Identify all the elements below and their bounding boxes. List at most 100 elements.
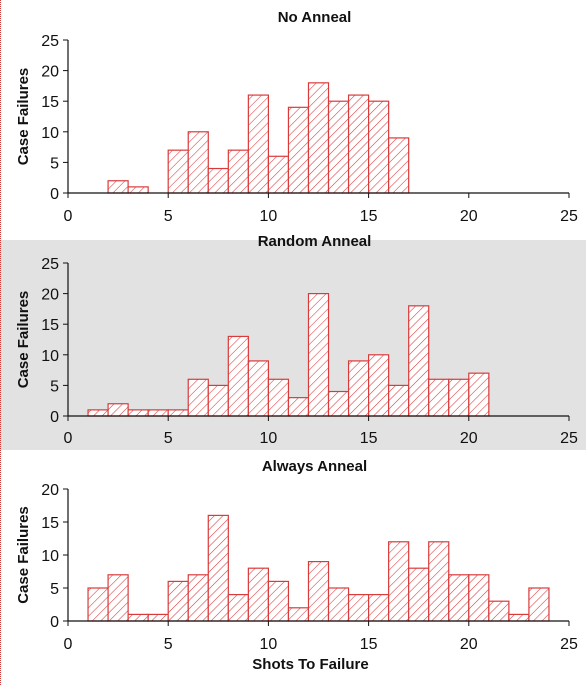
histogram-bar: [388, 384, 410, 417]
histogram-bar: [147, 409, 169, 417]
x-tick-label: 15: [360, 208, 378, 225]
y-tick-label: 15: [41, 317, 59, 334]
x-tick-label: 5: [164, 430, 173, 447]
histogram-bar: [167, 409, 189, 417]
histogram-bar: [227, 335, 249, 417]
x-axis-label: Shots To Failure: [252, 656, 368, 673]
histogram-bar: [207, 384, 229, 417]
histogram-bar: [127, 409, 149, 417]
x-tick-label: 20: [460, 636, 478, 653]
histogram-bar: [267, 378, 290, 417]
x-tick-label: 0: [64, 636, 73, 653]
panel-0: No Anneal Case Failures 0 5 10 15 20 25 0 5 10 15 20…: [0, 0, 586, 238]
histogram-bar: [107, 180, 129, 194]
histogram-bar: [147, 613, 169, 622]
histogram-bar: [87, 587, 109, 622]
y-tick-label: 5: [50, 378, 59, 395]
histogram-bar: [408, 305, 430, 417]
y-tick-label: 10: [41, 348, 59, 365]
x-tick-label: 15: [360, 636, 378, 653]
histogram-bar: [368, 593, 390, 622]
y-tick-label: 0: [50, 409, 59, 426]
x-tick-label: 25: [560, 208, 578, 225]
histogram-bar: [167, 580, 189, 622]
panel-2: Always Anneal Case Failures 0 5 10 15 20 0 5 10 15…: [0, 452, 586, 685]
histogram-bar: [267, 155, 290, 194]
panel-title: Always Anneal: [262, 458, 367, 475]
histogram-bar: [207, 514, 229, 622]
histogram-bar: [247, 360, 269, 417]
histogram-bar: [127, 613, 149, 622]
panel-title: Random Anneal: [258, 233, 372, 250]
x-tick-label: 15: [360, 430, 378, 447]
histogram-bar: [347, 593, 370, 622]
histogram-bar: [327, 100, 350, 194]
histogram-bar: [287, 106, 310, 194]
histogram-bar: [368, 100, 390, 194]
y-tick-label: 20: [41, 482, 59, 499]
histogram-bar: [528, 587, 550, 622]
x-tick-label: 10: [260, 430, 278, 447]
histogram-bar: [107, 574, 129, 622]
y-tick-label: 25: [41, 256, 59, 273]
histogram-bar: [448, 574, 470, 622]
x-tick-label: 10: [260, 636, 278, 653]
histogram-bar: [247, 567, 269, 622]
y-tick-label: 25: [41, 33, 59, 50]
y-tick-label: 0: [50, 614, 59, 631]
panel-background: [0, 452, 586, 685]
histogram-bar: [287, 397, 310, 417]
histogram-bar: [488, 600, 510, 622]
x-tick-label: 20: [460, 430, 478, 447]
histogram-bar: [187, 131, 209, 194]
histogram-bar: [247, 94, 269, 194]
histogram-bar: [508, 613, 530, 622]
histogram-bar: [448, 378, 470, 417]
histogram-bar: [327, 587, 350, 622]
x-tick-label: 25: [560, 636, 578, 653]
histogram-bar: [468, 574, 490, 622]
histogram-bar: [107, 403, 129, 417]
x-tick-label: 25: [560, 430, 578, 447]
histogram-bar: [388, 137, 410, 194]
histogram-bar: [347, 360, 370, 417]
y-tick-label: 20: [41, 287, 59, 304]
histogram-bar: [388, 541, 410, 622]
histogram-bar: [408, 567, 430, 622]
histogram-bar: [307, 560, 330, 622]
panel-1: Random Anneal Case Failures 0 5 10 15 20 25 0 5 10…: [0, 233, 586, 450]
x-tick-label: 10: [260, 208, 278, 225]
histogram-bar: [428, 541, 450, 622]
y-tick-label: 20: [41, 64, 59, 81]
y-tick-label: 10: [41, 125, 59, 142]
y-axis-label: Case Failures: [15, 68, 32, 166]
histogram-bar: [127, 186, 149, 194]
histogram-bar: [227, 149, 249, 194]
histogram-bar: [368, 354, 390, 417]
x-tick-label: 5: [164, 636, 173, 653]
histogram-bar: [207, 167, 229, 194]
histogram-bar: [307, 82, 330, 194]
histogram-bar: [307, 293, 330, 417]
histogram-bar: [428, 378, 450, 417]
y-tick-label: 15: [41, 94, 59, 111]
histogram-bar: [287, 607, 310, 622]
histogram-bar: [227, 593, 249, 622]
y-axis-label: Case Failures: [15, 506, 32, 604]
histogram-bar: [267, 580, 290, 622]
histogram-bar: [187, 574, 209, 622]
left-dotted-border: [0, 0, 1, 685]
y-axis-label: Case Failures: [15, 291, 32, 389]
y-tick-label: 10: [41, 548, 59, 565]
panel-title: No Anneal: [278, 9, 352, 26]
histogram-bar: [87, 409, 109, 417]
y-tick-label: 5: [50, 155, 59, 172]
histogram-bar: [167, 149, 189, 194]
x-tick-label: 0: [64, 208, 73, 225]
histogram-bar: [327, 390, 350, 417]
histogram-bar: [468, 372, 490, 417]
x-tick-label: 5: [164, 208, 173, 225]
x-tick-label: 0: [64, 430, 73, 447]
x-tick-label: 20: [460, 208, 478, 225]
